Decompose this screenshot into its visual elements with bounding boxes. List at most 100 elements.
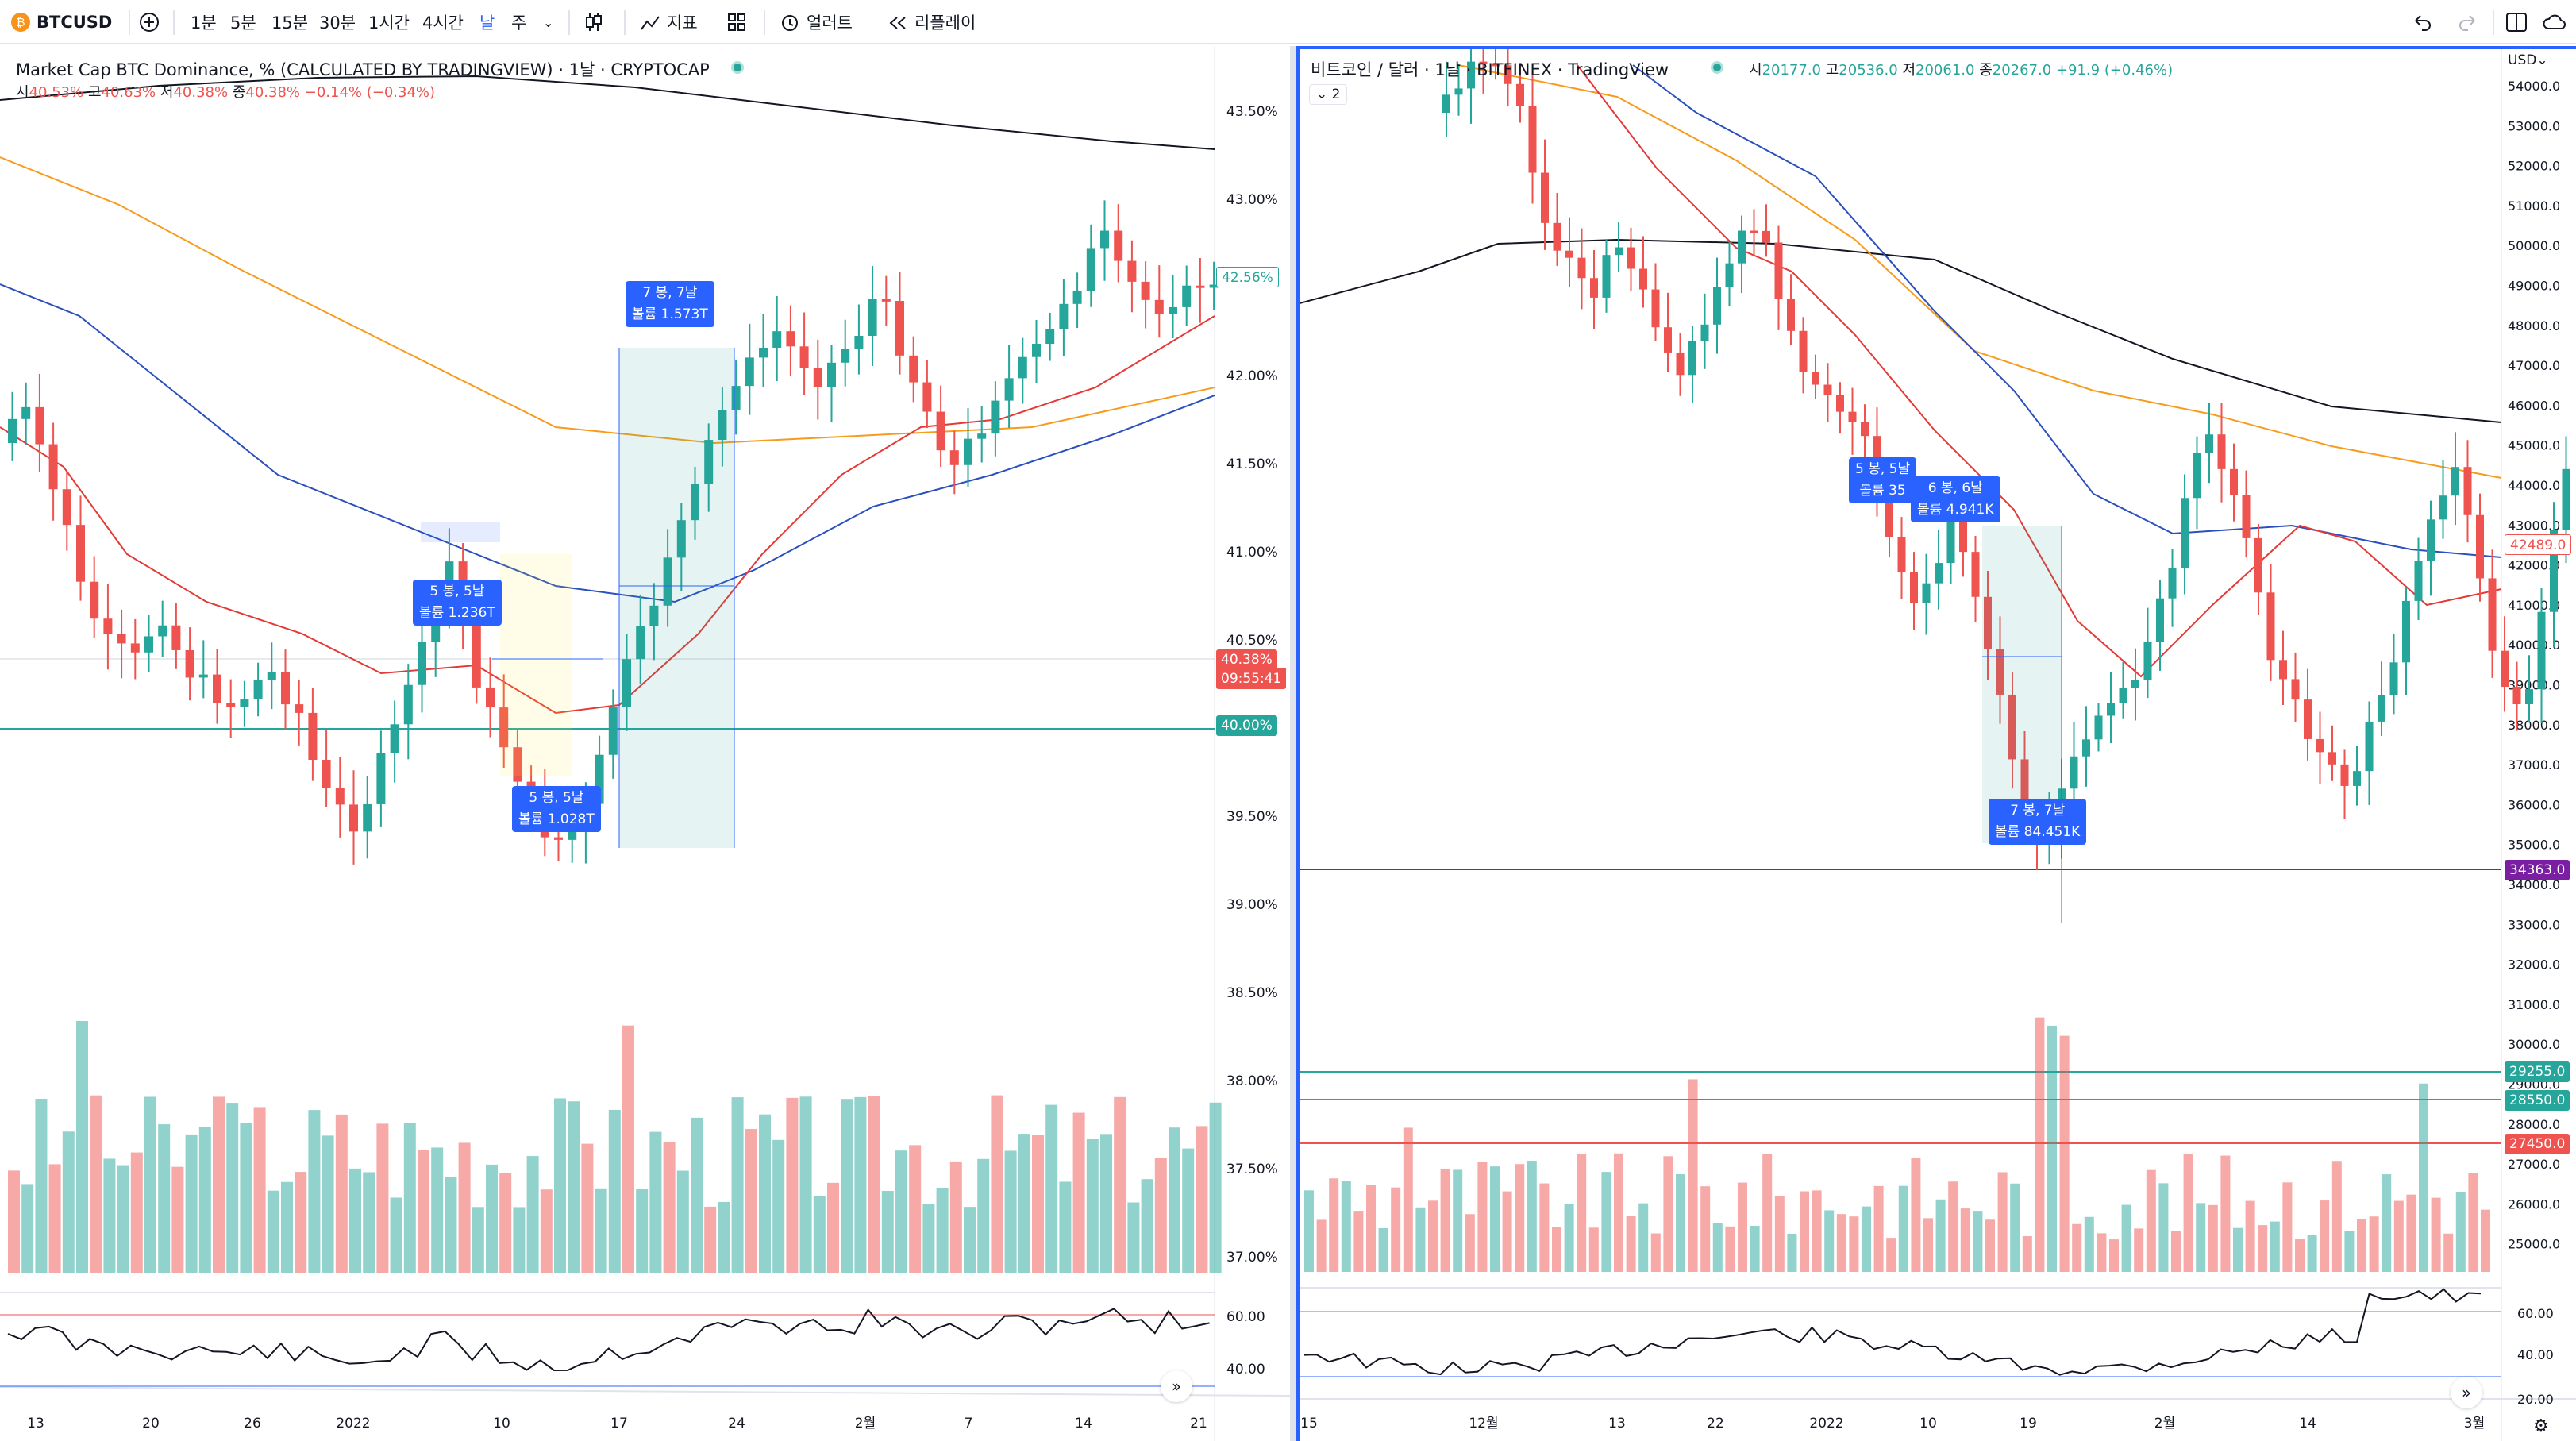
- right-volume-bar: [1316, 1219, 1327, 1272]
- right-candle: [2439, 495, 2447, 520]
- interval-week[interactable]: 주: [511, 13, 527, 33]
- candle-style-icon[interactable]: [580, 8, 608, 37]
- right-volume-bar: [2233, 1227, 2243, 1272]
- left-chart-pane[interactable]: 43.50% 43.00% 42.00% 41.50% 41.00% 40.50% 40.0…: [0, 46, 1290, 1441]
- right-candle: [1897, 537, 1906, 572]
- interval-dropdown-chevron-icon[interactable]: ⌄: [543, 14, 554, 30]
- left-candle: [663, 557, 672, 606]
- right-volume-bar: [2258, 1225, 2268, 1272]
- currency-selector[interactable]: USD⌄: [2508, 52, 2548, 68]
- right-green-line1-label: 29255.0: [2505, 1061, 2570, 1082]
- left-candle: [35, 406, 44, 445]
- left-volume-bar: [335, 1114, 348, 1273]
- left-volume-bar: [62, 1131, 75, 1273]
- right-measure-3[interactable]: 7 봉, 7날 볼륨 84.451K: [1989, 799, 2087, 845]
- left-volume-bar: [718, 1201, 730, 1273]
- left-candle: [649, 605, 659, 626]
- left-measure-box-1: [421, 522, 500, 542]
- right-candle: [2451, 467, 2459, 496]
- left-candle: [198, 674, 208, 678]
- left-volume-bar: [936, 1187, 949, 1273]
- right-measure-2[interactable]: 6 봉, 6날 볼륨 4.941K: [1911, 476, 2000, 522]
- right-candle: [1577, 257, 1586, 279]
- right-volume-bar: [1601, 1172, 1611, 1272]
- right-candle: [1602, 255, 1611, 298]
- right-candle: [2476, 514, 2484, 579]
- right-volume-bar: [1391, 1187, 1401, 1272]
- interval-1h[interactable]: 1시간: [368, 13, 410, 33]
- compare-add-icon[interactable]: [135, 8, 164, 37]
- left-volume-bar: [418, 1150, 429, 1273]
- right-scroll-to-realtime-icon[interactable]: »: [2451, 1377, 2482, 1408]
- undo-icon[interactable]: [2409, 8, 2437, 37]
- interval-4h[interactable]: 4시간: [422, 13, 464, 33]
- left-candle: [936, 411, 945, 451]
- right-price-tick: 39000.0: [2508, 678, 2560, 693]
- right-volume-bar: [2109, 1239, 2119, 1272]
- right-chart-pane[interactable]: 54000.0 53000.0 52000.0 51000.0 50000.0 49000…: [1296, 46, 2576, 1441]
- replay-button[interactable]: 리플레이: [888, 0, 976, 44]
- layout-split-icon[interactable]: [2502, 8, 2531, 37]
- right-candle: [2143, 642, 2152, 680]
- left-hline-label: 40.00%: [1216, 715, 1277, 736]
- interval-1m[interactable]: 1분: [191, 13, 217, 33]
- right-volume-bar: [1774, 1196, 1785, 1272]
- redo-icon[interactable]: [2453, 8, 2482, 37]
- interval-15m[interactable]: 15분: [271, 13, 309, 33]
- left-volume-bar: [827, 1182, 839, 1273]
- interval-5m[interactable]: 5분: [230, 13, 256, 33]
- left-candle: [213, 674, 221, 703]
- right-volume-bar: [1997, 1172, 2008, 1272]
- top-toolbar: ₿ BTCUSD 1분 5분 15분 30분 1시간 4시간 날 주 ⌄ 지표 …: [0, 0, 2576, 44]
- right-chart-title: 비트코인 / 달러 · 1날 · BITFINEX · TradingView: [1311, 60, 1669, 79]
- left-volume-bar: [117, 1165, 129, 1273]
- left-measure-2[interactable]: 5 봉, 5날 볼륨 1.028T: [512, 786, 601, 832]
- interval-day[interactable]: 날: [479, 13, 495, 33]
- left-chart-canvas[interactable]: 43.50% 43.00% 42.00% 41.50% 41.00% 40.50% 40.0…: [0, 46, 1290, 1441]
- right-volume-bar: [1564, 1204, 1574, 1272]
- collapse-indicators-button[interactable]: ⌄ 2: [1309, 84, 1348, 105]
- left-volume-bar: [786, 1097, 799, 1273]
- right-volume-bar: [2245, 1200, 2255, 1272]
- right-ma-blue: [1632, 64, 2502, 558]
- right-volume-bar: [2047, 1025, 2057, 1272]
- left-candle: [1169, 306, 1177, 314]
- left-volume-bar: [349, 1168, 361, 1273]
- symbol-search[interactable]: ₿ BTCUSD: [11, 0, 112, 44]
- alert-button[interactable]: 얼러트: [780, 0, 853, 44]
- right-chart-canvas[interactable]: 54000.0 53000.0 52000.0 51000.0 50000.0 49000…: [1300, 49, 2576, 1441]
- left-candle: [745, 357, 754, 387]
- settings-gear-icon[interactable]: ⚙: [2533, 1416, 2549, 1436]
- right-volume-bar: [1725, 1226, 1735, 1272]
- left-scroll-to-realtime-icon[interactable]: »: [1161, 1370, 1192, 1402]
- left-volume-bar: [1100, 1134, 1112, 1273]
- right-candle: [1885, 495, 1893, 537]
- layout-grid-icon[interactable]: [722, 8, 751, 37]
- left-volume-bar: [1045, 1104, 1058, 1273]
- left-countdown-label: 09:55:41: [1216, 668, 1287, 689]
- left-volume-bar: [1072, 1112, 1085, 1273]
- right-volume-bar: [1428, 1200, 1438, 1272]
- left-measure-3[interactable]: 7 봉, 7날 볼륨 1.573T: [626, 281, 714, 327]
- right-price-tick: 41000.0: [2508, 598, 2560, 613]
- cloud-save-icon[interactable]: [2540, 8, 2569, 37]
- left-measure-1[interactable]: 5 봉, 5날 볼륨 1.236T: [413, 580, 502, 626]
- right-measure-1[interactable]: 5 봉, 5날 볼륨 35: [1849, 457, 1917, 503]
- right-volume-bar: [2455, 1192, 2466, 1272]
- interval-30m[interactable]: 30분: [319, 13, 356, 33]
- right-candle: [1700, 324, 1709, 341]
- indicators-button[interactable]: 지표: [640, 0, 698, 44]
- right-volume-bar: [1762, 1154, 1773, 1272]
- right-candle: [2254, 537, 2262, 593]
- right-live-dot-icon: [1711, 61, 1723, 74]
- left-candle: [676, 520, 686, 558]
- right-price-tick: 30000.0: [2508, 1037, 2560, 1052]
- right-price-tick: 43000.0: [2508, 518, 2560, 533]
- left-volume-bar: [1169, 1127, 1180, 1273]
- left-volume-bar: [226, 1103, 239, 1273]
- right-volume-bar: [2369, 1216, 2379, 1272]
- pane-splitter[interactable]: [1290, 46, 1296, 1441]
- left-volume-bar: [922, 1204, 935, 1273]
- right-price-tick: 52000.0: [2508, 159, 2560, 174]
- left-candle: [171, 625, 181, 650]
